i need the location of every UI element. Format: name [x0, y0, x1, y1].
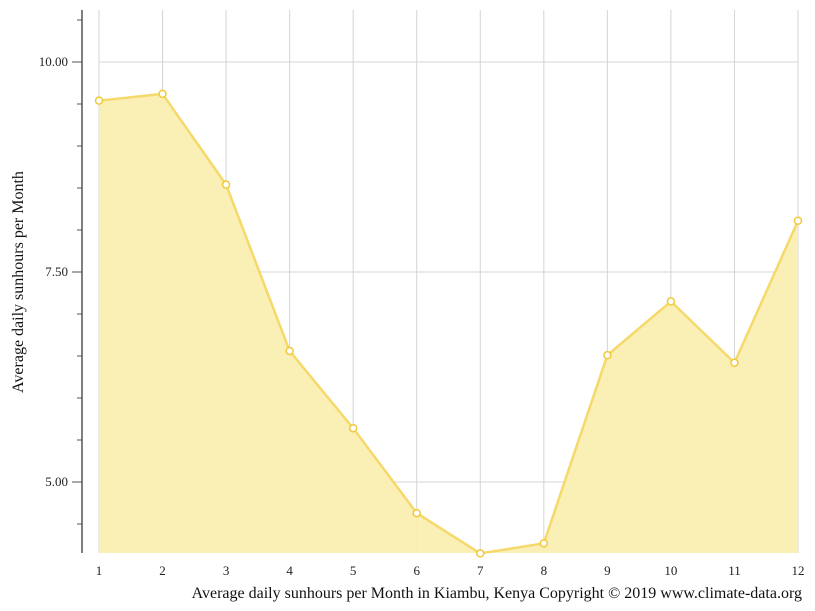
x-tick-label: 8 [541, 563, 548, 578]
y-tick-label: 5.00 [45, 474, 68, 489]
data-point[interactable] [666, 297, 676, 306]
y-tick-label: 10.00 [39, 54, 68, 69]
data-point[interactable] [348, 423, 358, 433]
x-axis-title: Average daily sunhours per Month in Kiam… [192, 585, 802, 602]
area-fill [99, 93, 798, 554]
data-point[interactable] [539, 539, 549, 548]
x-tick-label: 3 [223, 563, 230, 578]
data-point[interactable] [221, 180, 231, 189]
x-tick-labels: 1 2 3 4 5 6 7 8 9 10 11 12 [96, 563, 805, 578]
x-tick-label: 7 [477, 563, 484, 578]
data-point[interactable] [476, 549, 485, 558]
x-tick-label: 11 [728, 563, 741, 578]
x-tick-label: 9 [604, 563, 611, 578]
data-point[interactable] [94, 96, 104, 105]
data-point[interactable] [793, 216, 803, 226]
data-point[interactable] [730, 358, 739, 367]
data-point[interactable] [158, 89, 167, 99]
x-tick-label: 4 [286, 563, 293, 578]
y-axis [72, 10, 83, 553]
x-tick-label: 5 [350, 563, 357, 578]
data-line [98, 92, 800, 555]
data-point[interactable] [285, 346, 294, 356]
data-point[interactable] [603, 350, 612, 360]
y-tick-label: 7.50 [45, 264, 68, 279]
y-tick-labels: 5.00 7.50 10.00 [39, 54, 68, 489]
data-area [98, 92, 800, 555]
x-tick-label: 10 [664, 563, 677, 578]
x-tick-label: 6 [413, 563, 420, 578]
x-tick-label: 12 [792, 563, 805, 578]
x-tick-label: 1 [96, 563, 103, 578]
y-axis-title: Average daily sunhours per Month [10, 171, 27, 393]
data-point[interactable] [412, 508, 421, 518]
x-tick-label: 2 [159, 563, 166, 578]
data-points [94, 89, 803, 558]
